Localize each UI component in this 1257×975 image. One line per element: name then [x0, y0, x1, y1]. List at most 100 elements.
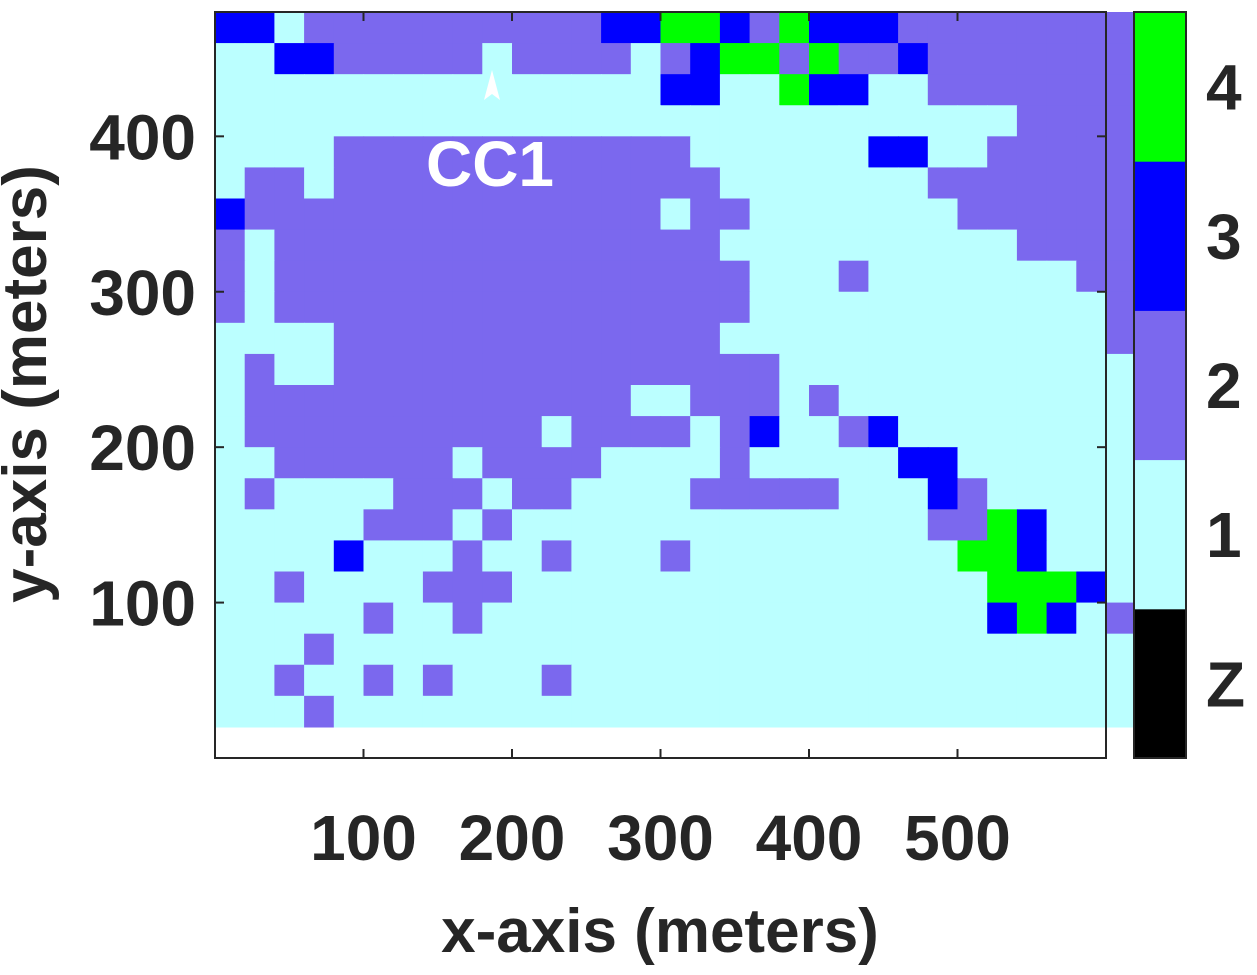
heatmap-cell	[838, 695, 869, 728]
heatmap-cell	[957, 198, 988, 231]
heatmap-cell	[898, 447, 929, 479]
heatmap-cell	[244, 571, 275, 604]
heatmap-cell	[719, 602, 751, 635]
heatmap-cell	[719, 509, 751, 542]
heatmap-cell	[749, 229, 780, 262]
heatmap-cell	[333, 509, 365, 542]
heatmap-cell	[541, 105, 572, 137]
heatmap-cell	[482, 664, 513, 697]
heatmap-cell	[274, 633, 305, 666]
heatmap-cell	[452, 260, 483, 293]
heatmap-cell	[601, 105, 632, 137]
heatmap-cell	[215, 198, 246, 231]
heatmap-cell	[1016, 571, 1048, 604]
heatmap-cell	[363, 695, 394, 728]
heatmap-cell	[452, 416, 483, 448]
heatmap-cell	[1046, 447, 1077, 479]
heatmap-cell	[541, 229, 572, 262]
heatmap-cell	[215, 571, 246, 604]
heatmap-cell	[898, 167, 929, 200]
heatmap-cell	[1016, 198, 1048, 231]
heatmap-cell	[333, 571, 365, 604]
heatmap-cell	[987, 74, 1018, 106]
heatmap-cell	[571, 571, 602, 604]
heatmap-cell	[1016, 167, 1048, 200]
heatmap-cell	[838, 664, 869, 697]
heatmap-cell	[868, 291, 899, 324]
heatmap-cell	[898, 105, 929, 137]
heatmap-cell	[215, 664, 246, 697]
heatmap-cell	[274, 12, 305, 44]
heatmap-cell	[304, 353, 335, 386]
heatmap-cell	[274, 540, 305, 573]
heatmap-cell	[541, 695, 572, 728]
heatmap-cell	[363, 136, 394, 169]
heatmap-cell	[779, 602, 810, 635]
heatmap-cell	[809, 322, 840, 355]
heatmap-cell	[779, 540, 810, 573]
heatmap-cell	[304, 478, 335, 510]
heatmap-cell	[274, 509, 305, 542]
colorbar-segment	[1134, 12, 1186, 162]
heatmap-cell	[987, 43, 1018, 75]
heatmap-cell	[274, 260, 305, 293]
heatmap-cell	[363, 229, 394, 262]
heatmap-cell	[838, 167, 869, 200]
heatmap-cell	[749, 540, 780, 573]
heatmap-cell	[1016, 509, 1048, 542]
heatmap-cell	[987, 571, 1018, 604]
heatmap-cell	[512, 322, 543, 355]
heatmap-cell	[838, 416, 869, 448]
heatmap-cell	[512, 571, 543, 604]
heatmap-cell	[1016, 74, 1048, 106]
heatmap-cell	[1076, 478, 1107, 510]
heatmap-cell	[779, 43, 810, 75]
heatmap-cell	[482, 353, 513, 386]
heatmap-cell	[393, 260, 424, 293]
heatmap-cell	[571, 229, 602, 262]
heatmap-cell	[690, 353, 721, 386]
heatmap-cell	[482, 105, 513, 137]
heatmap-cell	[987, 260, 1018, 293]
heatmap-cell	[809, 136, 840, 169]
heatmap-cell	[304, 540, 335, 573]
heatmap-cell	[1046, 260, 1077, 293]
heatmap-cell	[868, 447, 899, 479]
heatmap-cell	[541, 136, 572, 169]
heatmap-cell	[482, 695, 513, 728]
heatmap-cell	[571, 136, 602, 169]
heatmap-cell	[719, 664, 751, 697]
heatmap-cell	[690, 416, 721, 448]
heatmap-cell	[779, 229, 810, 262]
heatmap-cell	[304, 664, 335, 697]
heatmap-cell	[719, 74, 751, 106]
heatmap-cell	[719, 136, 751, 169]
heatmap-cell	[898, 416, 929, 448]
heatmap-cell	[660, 633, 691, 666]
heatmap-cell	[393, 633, 424, 666]
colorbar-label: Z	[1206, 648, 1245, 720]
heatmap-cell	[333, 105, 365, 137]
heatmap-cell	[927, 136, 959, 169]
heatmap-cell	[571, 74, 602, 106]
y-tick-labels: 100 200 300 400	[89, 101, 196, 639]
heatmap-cell	[719, 353, 751, 386]
heatmap-cell	[779, 695, 810, 728]
heatmap-cell	[690, 43, 721, 75]
heatmap-cell	[749, 136, 780, 169]
heatmap-cell	[868, 571, 899, 604]
heatmap-cell	[927, 602, 959, 635]
heatmap-cell	[957, 385, 988, 417]
heatmap-cell	[244, 602, 275, 635]
heatmap-cell	[927, 167, 959, 200]
heatmap-cell	[422, 695, 454, 728]
heatmap-cell	[393, 12, 424, 44]
heatmap-cell	[719, 695, 751, 728]
heatmap-cell	[452, 509, 483, 542]
heatmap-cell	[690, 105, 721, 137]
heatmap-cell	[512, 260, 543, 293]
heatmap-cell	[215, 260, 246, 293]
heatmap-cell	[1106, 540, 1137, 573]
heatmap-cell	[215, 447, 246, 479]
heatmap-cell	[898, 260, 929, 293]
